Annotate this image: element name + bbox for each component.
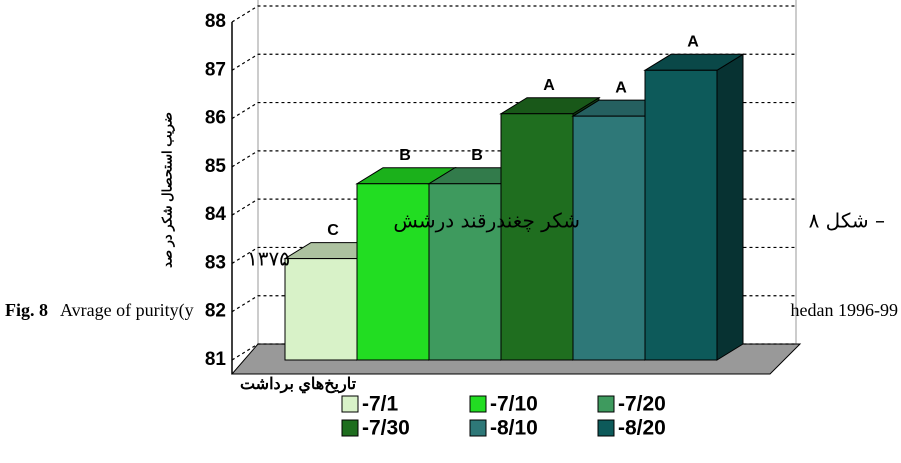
- grid-line: [231, 198, 796, 216]
- y-tick-label: 84: [205, 204, 227, 225]
- grid-line: [231, 150, 796, 168]
- y-tick-label: 82: [205, 301, 226, 322]
- legend-swatch: [597, 419, 615, 437]
- legend-label: -7/20: [618, 393, 666, 416]
- y-tick-label: 87: [205, 59, 226, 80]
- legend-swatch: [597, 395, 615, 413]
- y-tick-label: 86: [205, 108, 226, 129]
- bar: [572, 115, 646, 361]
- legend-label: -7/1: [362, 393, 399, 416]
- bar: [500, 113, 574, 361]
- caption-fig-text: Avrage of purity(y: [60, 300, 194, 321]
- bar: [284, 258, 358, 361]
- x-axis-label: تاريخ‌هاي برداشت: [240, 376, 357, 394]
- legend-swatch: [469, 395, 487, 413]
- bar-annotation: B: [399, 147, 411, 164]
- legend-swatch: [341, 419, 359, 437]
- bar-annotation: A: [687, 34, 699, 51]
- y-tick-label: 81: [205, 349, 227, 370]
- grid-line: [231, 246, 796, 264]
- grid-line: [231, 5, 796, 23]
- grid-line: [231, 53, 796, 71]
- y-tick-label: 85: [205, 156, 227, 177]
- y-tick-label: 88: [205, 11, 226, 32]
- bar-side: [716, 53, 744, 361]
- legend-label: -7/30: [362, 417, 410, 440]
- legend-label: -8/20: [618, 417, 666, 440]
- grid-line: [231, 101, 796, 120]
- bar: [644, 69, 718, 361]
- caption-persian: ۱۳۷۵: [247, 247, 290, 271]
- grid-line: [231, 295, 796, 313]
- bar-annotation: B: [471, 147, 483, 164]
- legend-label: -8/10: [490, 417, 538, 440]
- legend-swatch: [341, 395, 359, 413]
- y-axis-label: ضريب استحصال شکر در صد: [159, 112, 175, 268]
- bar-annotation: C: [327, 222, 339, 239]
- caption-persian: شکل ٨ –: [809, 209, 885, 233]
- caption-fig-text: hedan 1996-99: [791, 300, 898, 320]
- legend-swatch: [469, 419, 487, 437]
- bar-annotation: A: [543, 77, 555, 94]
- grid-line: [231, 343, 796, 361]
- bar: [428, 183, 502, 361]
- bar-annotation: A: [615, 79, 627, 96]
- y-tick-label: 83: [205, 252, 226, 273]
- legend-label: -7/10: [490, 393, 538, 416]
- caption-fig-label: Fig. 8: [5, 300, 48, 320]
- caption-persian: شکر چغندرقند درشش: [393, 209, 580, 233]
